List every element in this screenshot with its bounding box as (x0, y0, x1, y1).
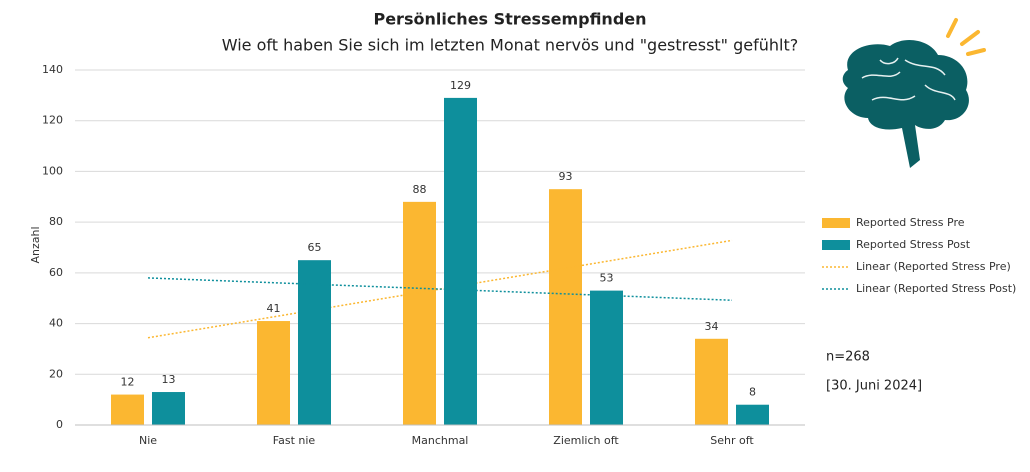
stress-rays (946, 18, 986, 56)
value-label: 13 (162, 373, 176, 386)
y-tick-label: 100 (42, 164, 63, 177)
y-axis-label: Anzahl (29, 226, 42, 263)
x-tick-label: Manchmal (412, 434, 469, 447)
value-label: 34 (705, 320, 719, 333)
value-label: 41 (267, 302, 281, 315)
bar (298, 260, 331, 425)
chart-subtitle: Wie oft haben Sie sich im letzten Monat … (222, 36, 799, 55)
bar (736, 404, 769, 425)
annotation: [30. Juni 2024] (826, 379, 922, 394)
bar (152, 392, 185, 425)
chart-title: Persönliches Stressempfinden (373, 10, 646, 29)
value-label: 88 (413, 183, 427, 196)
value-label: 8 (749, 386, 756, 399)
y-tick-label: 120 (42, 114, 63, 127)
bar (444, 97, 477, 426)
bar (549, 189, 582, 425)
y-tick-label: 140 (42, 63, 63, 76)
y-tick-label: 40 (49, 317, 63, 330)
y-tick-label: 0 (56, 418, 63, 431)
y-tick-label: 20 (49, 367, 63, 380)
x-tick-label: Sehr oft (710, 434, 754, 447)
legend-label: Reported Stress Post (856, 238, 971, 251)
legend-swatch (822, 218, 850, 228)
brain-icon (842, 18, 986, 168)
bar (257, 321, 290, 425)
x-tick-label: Nie (139, 434, 157, 447)
y-tick-label: 80 (49, 215, 63, 228)
bar (111, 394, 144, 425)
legend-label: Reported Stress Pre (856, 216, 965, 229)
trendline (147, 277, 733, 301)
annotation: n=268 (826, 350, 870, 365)
value-label: 53 (600, 272, 614, 285)
y-tick-label: 60 (49, 266, 63, 279)
legend-swatch (822, 240, 850, 250)
value-label: 93 (559, 170, 573, 183)
value-label: 129 (450, 79, 471, 92)
value-label: 65 (308, 241, 322, 254)
x-tick-label: Fast nie (273, 434, 316, 447)
brain-folds (861, 57, 956, 101)
x-tick-label: Ziemlich oft (553, 434, 619, 447)
legend-label: Linear (Reported Stress Pre) (856, 260, 1011, 273)
bar (590, 290, 623, 425)
legend-label: Linear (Reported Stress Post) (856, 282, 1016, 295)
bar (403, 201, 436, 425)
bar (695, 338, 728, 425)
value-label: 12 (121, 376, 135, 389)
brain (842, 40, 969, 168)
